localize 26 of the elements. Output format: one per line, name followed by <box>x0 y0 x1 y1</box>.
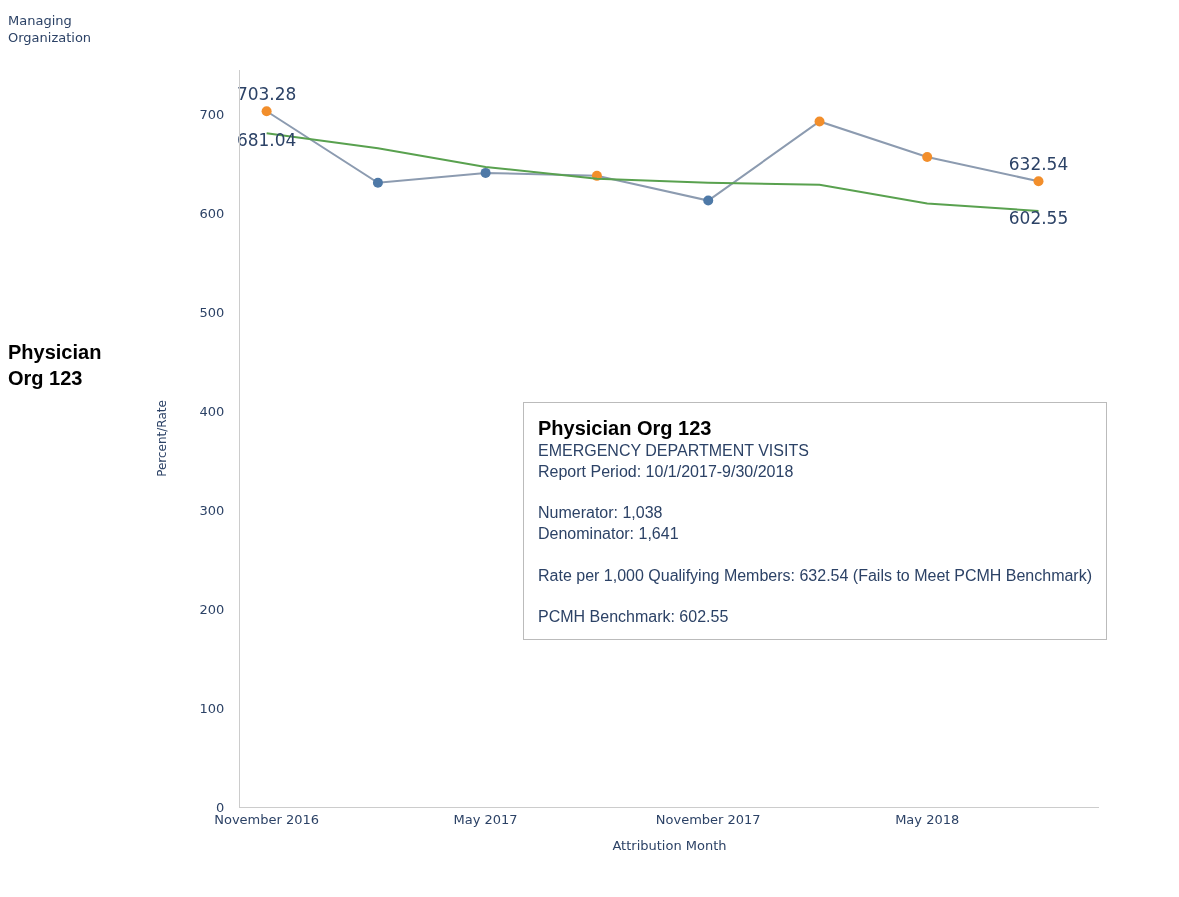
y-tick-label: 500 <box>199 304 225 320</box>
x-tick-label: May 2017 <box>453 811 518 827</box>
point <box>922 152 933 163</box>
point <box>480 167 491 178</box>
text: Physician Org 123 <box>8 341 102 389</box>
point <box>1033 176 1044 187</box>
data-label: 681.04 <box>236 130 297 151</box>
y-tick-label: 700 <box>199 107 225 123</box>
point <box>703 195 714 206</box>
point <box>372 177 383 188</box>
y-tick-label: 200 <box>199 601 225 617</box>
point <box>261 106 272 117</box>
x-tick-label: November 2017 <box>655 811 761 827</box>
data-label: 602.55 <box>1008 207 1069 228</box>
y-tick-label: 600 <box>199 205 225 221</box>
y-tick-label: 100 <box>199 700 225 716</box>
text: Physician Org 123 EMERGENCY DEPARTMENT VISITS Report Period: 10/1/2017-9/30/2018 Numerator: 1,038 Denominator: 1,641 Rate per 1,000 Qualifying Members: 632.54 (Fails to Meet PCMH Benchmark) PCMH Benchmark: 602.55 <box>538 417 1093 626</box>
point <box>814 116 825 127</box>
data-label: 632.54 <box>1008 153 1069 174</box>
y-tick-label: 300 <box>199 502 225 518</box>
y-tick-label: 400 <box>199 403 225 419</box>
x-axis-title: Attribution Month <box>612 838 727 854</box>
data-label: 703.28 <box>236 83 297 104</box>
x-tick-label: May 2018 <box>895 811 960 827</box>
y-axis-title: Percent/Rate <box>154 400 169 477</box>
text: Managing Organization <box>8 13 92 45</box>
